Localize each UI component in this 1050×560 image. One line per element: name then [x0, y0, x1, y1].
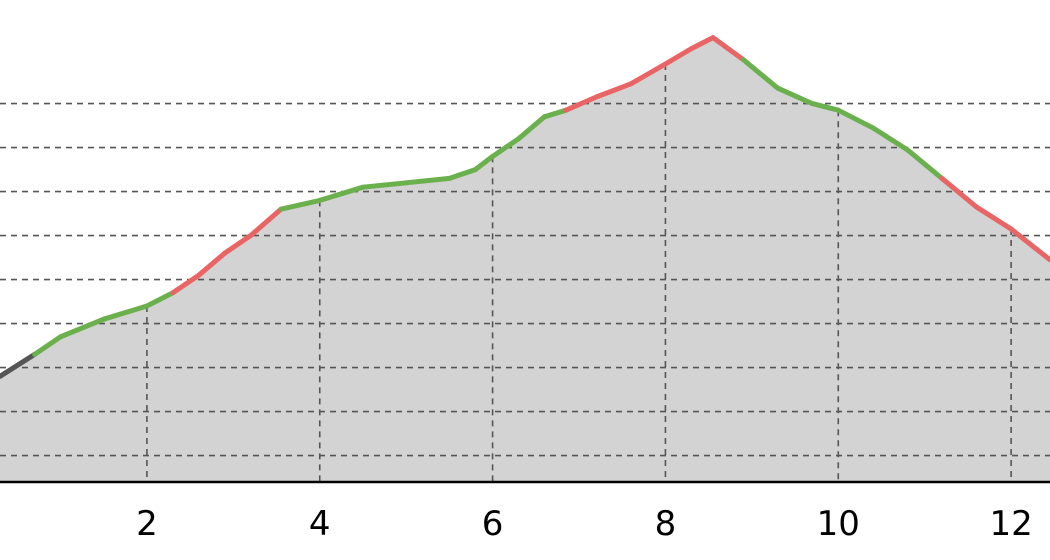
profile-segment-up	[101, 303, 150, 322]
profile-segment-down	[248, 206, 284, 239]
profile-segment-up	[403, 175, 452, 186]
profile-segment-down	[196, 250, 228, 278]
profile-segment-up	[809, 101, 841, 113]
profile-segment-up	[835, 107, 876, 131]
elevation-area	[0, 37, 1050, 482]
profile-segment-down	[593, 81, 634, 100]
profile-segment-up	[360, 180, 409, 190]
profile-segment-up	[317, 184, 366, 203]
profile-segment-up	[740, 57, 781, 91]
x-tick-label: 10	[817, 504, 860, 544]
profile-segment-up	[32, 334, 63, 357]
profile-segment-up	[516, 114, 547, 142]
profile-segment-down	[710, 35, 746, 63]
profile-segment-up	[775, 85, 815, 107]
profile-segment-up	[904, 147, 945, 181]
x-tick-label: 6	[482, 504, 504, 544]
x-tick-label: 12	[989, 504, 1032, 544]
profile-segment-down	[1008, 226, 1050, 263]
profile-segment-down	[170, 272, 202, 296]
x-tick-label: 8	[655, 504, 677, 544]
profile-segment-up	[278, 197, 323, 212]
profile-segment-down	[939, 175, 979, 210]
x-tick-label: 4	[309, 504, 331, 544]
profile-segment-up	[446, 167, 478, 181]
profile-segment-up	[541, 107, 569, 120]
profile-segment-flat	[0, 351, 38, 379]
profile-segment-down	[628, 61, 668, 87]
profile-segment-up	[144, 290, 176, 309]
profile-segment-down	[688, 35, 716, 52]
profile-segment-down	[974, 204, 1014, 232]
grid-layer	[0, 64, 1050, 482]
line-layer	[0, 35, 1050, 379]
profile-segment-down	[563, 94, 599, 113]
profile-segment-up	[870, 125, 910, 153]
profile-segment-up	[472, 153, 496, 173]
profile-segment-down	[222, 233, 254, 256]
x-tick-label: 2	[136, 504, 158, 544]
tick-layer: 2 4 6 8 10 12	[136, 504, 1033, 544]
profile-segment-down	[662, 46, 694, 67]
profile-segment-up	[58, 316, 107, 340]
profile-segment-up	[490, 136, 521, 159]
area-layer	[0, 37, 1050, 482]
